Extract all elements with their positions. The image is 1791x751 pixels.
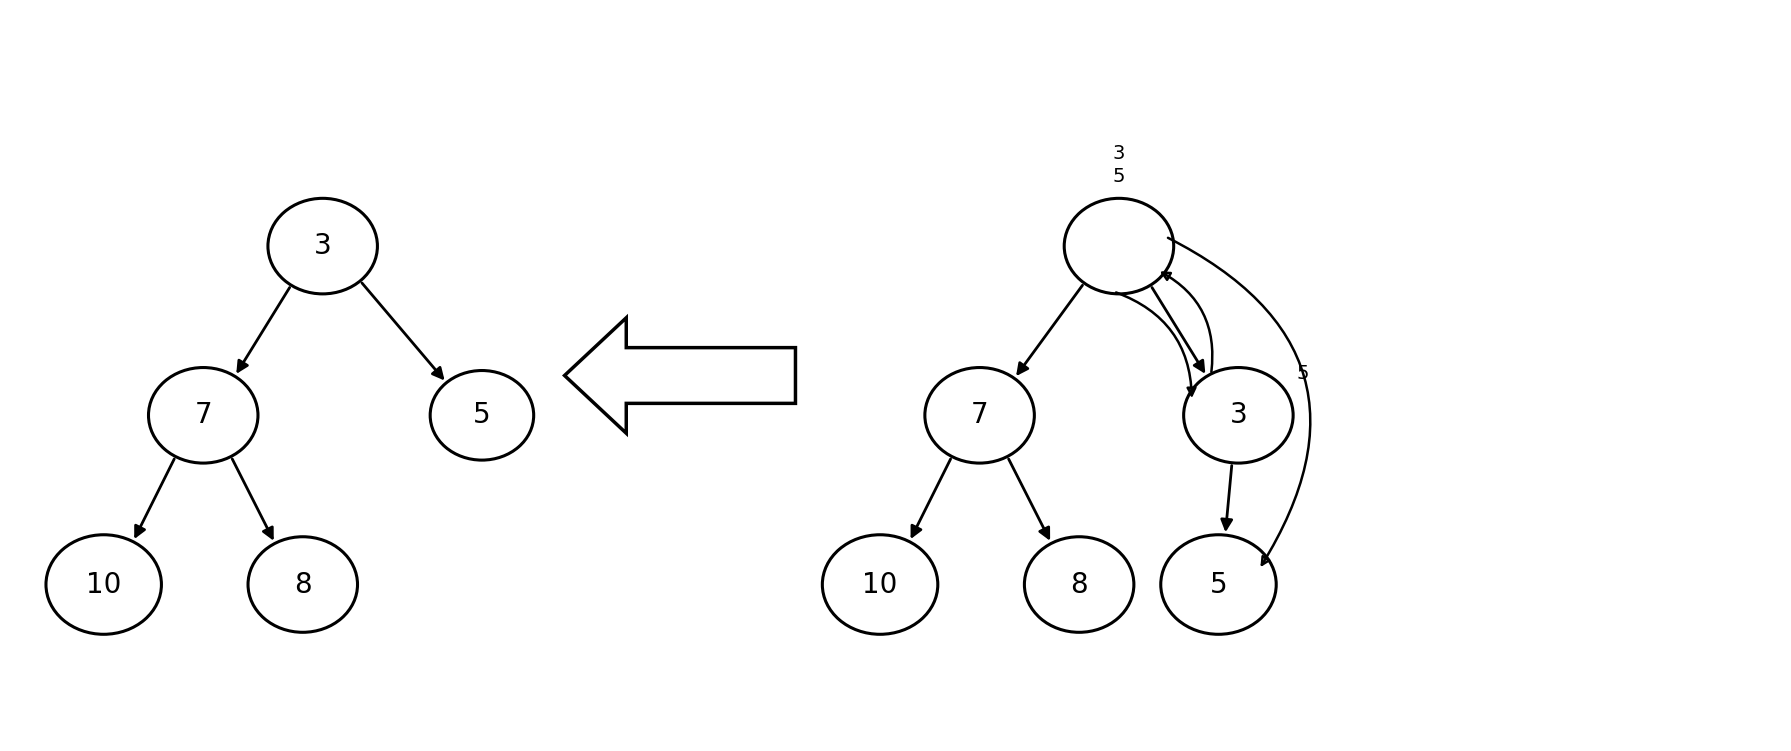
Ellipse shape <box>924 367 1035 463</box>
Ellipse shape <box>1024 537 1134 632</box>
Text: 8: 8 <box>294 571 312 599</box>
Ellipse shape <box>1184 367 1293 463</box>
Ellipse shape <box>149 367 258 463</box>
Polygon shape <box>564 318 795 433</box>
Text: 3: 3 <box>1230 401 1247 430</box>
Text: 5: 5 <box>1112 167 1125 186</box>
Text: 3: 3 <box>313 232 331 260</box>
Text: 3: 3 <box>1112 144 1125 164</box>
Text: 10: 10 <box>86 571 122 599</box>
Ellipse shape <box>1064 198 1173 294</box>
Text: 5: 5 <box>1209 571 1227 599</box>
Ellipse shape <box>269 198 378 294</box>
Ellipse shape <box>430 370 534 460</box>
Text: 5: 5 <box>473 401 491 430</box>
Ellipse shape <box>47 535 161 635</box>
Text: 5: 5 <box>1297 364 1309 384</box>
Text: 10: 10 <box>863 571 897 599</box>
Ellipse shape <box>247 537 358 632</box>
Text: 8: 8 <box>1071 571 1087 599</box>
Text: 7: 7 <box>195 401 211 430</box>
Ellipse shape <box>1161 535 1277 635</box>
Ellipse shape <box>822 535 938 635</box>
Text: 7: 7 <box>971 401 989 430</box>
